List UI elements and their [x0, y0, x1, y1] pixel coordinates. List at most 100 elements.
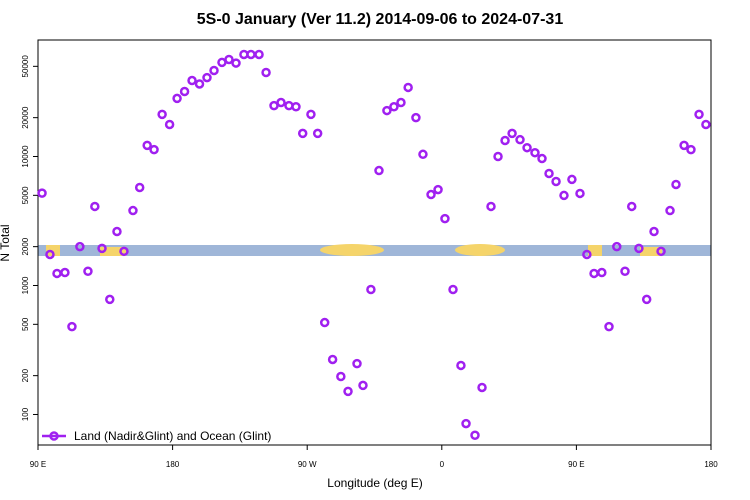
point: [507, 128, 517, 139]
point: [172, 93, 182, 104]
point: [440, 213, 450, 224]
point: [261, 67, 271, 78]
point: [343, 386, 353, 397]
point: [656, 246, 666, 257]
point: [90, 201, 100, 212]
point: [209, 65, 219, 76]
point: [187, 75, 197, 86]
point: [701, 119, 711, 130]
plot-frame: [37, 39, 712, 446]
legend-marker: [49, 431, 59, 441]
point: [297, 128, 308, 139]
land-patch: [320, 244, 384, 256]
point: [694, 109, 704, 120]
point: [426, 189, 436, 200]
point: [515, 134, 525, 145]
point: [366, 284, 376, 295]
x-tick-label: 180: [166, 460, 180, 469]
point: [83, 266, 93, 276]
y-axis-label: N Total: [0, 224, 12, 261]
point: [477, 382, 487, 393]
point: [179, 86, 190, 97]
point: [194, 79, 205, 89]
point: [530, 147, 540, 158]
point: [276, 97, 286, 108]
point: [149, 144, 159, 155]
point: [358, 380, 368, 391]
y-tick-label: 1000: [21, 276, 30, 294]
point: [634, 243, 644, 254]
land-patch: [588, 245, 602, 256]
point: [396, 97, 406, 108]
point: [567, 174, 577, 185]
point: [352, 358, 362, 369]
point: [319, 317, 330, 328]
point: [306, 109, 316, 120]
y-tick-label: 20000: [21, 106, 30, 129]
y-tick-label: 500: [21, 317, 30, 331]
land-patch: [640, 247, 662, 256]
point: [522, 142, 532, 153]
point: [246, 49, 256, 60]
x-tick-label: 180: [704, 460, 718, 469]
y-tick-label: 5000: [21, 186, 30, 204]
land-patch: [100, 247, 126, 256]
y-tick-label: 50000: [21, 55, 30, 78]
x-axis-label: Longitude (deg E): [327, 476, 422, 490]
point: [37, 188, 47, 198]
point: [597, 267, 607, 278]
point: [254, 49, 264, 60]
point: [389, 102, 399, 112]
y-tick-label: 10000: [21, 145, 30, 168]
point: [500, 135, 510, 146]
point: [544, 168, 554, 179]
point: [327, 354, 338, 365]
point: [575, 188, 585, 199]
point: [45, 249, 55, 260]
legend-label: Land (Nadir&Glint) and Ocean (Glint): [74, 429, 271, 443]
point: [112, 226, 122, 237]
point: [679, 140, 689, 151]
point: [582, 249, 592, 260]
point: [312, 128, 323, 139]
point: [604, 321, 614, 332]
point: [493, 151, 503, 162]
point: [224, 54, 234, 65]
land-patch: [455, 244, 505, 256]
point: [486, 201, 496, 212]
point: [433, 184, 443, 195]
y-tick-label: 200: [21, 368, 30, 382]
point: [626, 201, 637, 212]
point: [119, 246, 129, 257]
point: [128, 205, 138, 216]
x-tick-label: 90 E: [568, 460, 584, 469]
land-ocean-strip: [38, 244, 711, 256]
point: [551, 176, 561, 187]
point: [456, 360, 466, 371]
point: [336, 371, 346, 382]
x-tick-label: 0: [440, 460, 445, 469]
x-tick-label: 90 E: [30, 460, 46, 469]
point: [164, 119, 175, 130]
point: [686, 144, 696, 155]
point: [537, 153, 547, 164]
point: [231, 58, 241, 68]
point: [60, 267, 70, 278]
point: [403, 82, 413, 93]
point: [67, 321, 77, 332]
point: [97, 243, 107, 254]
chart-title: 5S-0 January (Ver 11.2) 2014-09-06 to 20…: [197, 11, 564, 28]
point: [142, 140, 152, 151]
point: [382, 105, 392, 116]
point: [612, 241, 622, 252]
point: [105, 294, 115, 305]
point: [448, 284, 458, 295]
point: [157, 109, 167, 120]
point: [134, 182, 145, 193]
x-tick-label: 90 W: [298, 460, 317, 469]
point: [374, 165, 384, 176]
point: [202, 72, 212, 83]
point: [291, 102, 301, 112]
point: [671, 179, 681, 190]
